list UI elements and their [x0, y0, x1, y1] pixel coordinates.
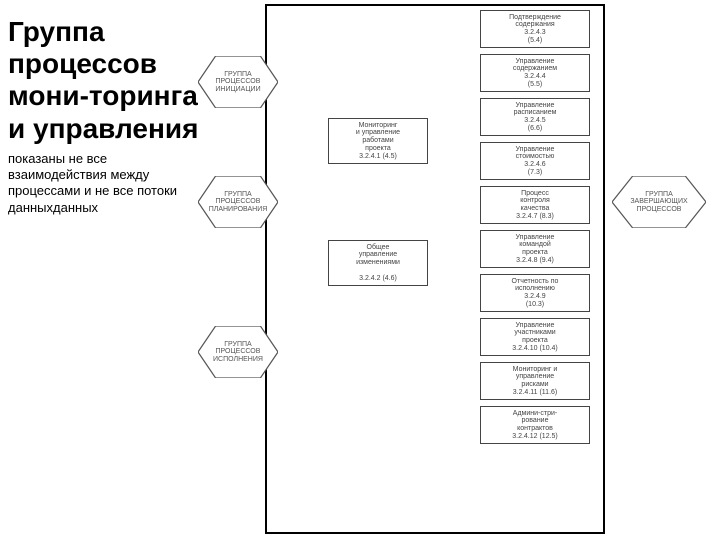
- arrow-execution: [198, 326, 278, 378]
- main-title: Группа процессов мони-торинга и управлен…: [8, 16, 208, 145]
- title-block: Группа процессов мони-торинга и управлен…: [8, 16, 208, 216]
- box-team-manage: Управлениекомандойпроекта3.2.4.8 (9.4): [480, 230, 590, 268]
- box-reporting: Отчетность поисполнению3.2.4.9(10.3): [480, 274, 590, 312]
- box-contracts: Админи-стри-рованиеконтрактов3.2.4.12 (1…: [480, 406, 590, 444]
- subtitle: показаны не все взаимодействия между про…: [8, 151, 208, 216]
- box-quality-control: Процессконтролякачества3.2.4.7 (8.3): [480, 186, 590, 224]
- box-scope-confirm: Подтверждениесодержания3.2.4.3(5.4): [480, 10, 590, 48]
- box-cost-manage: Управлениестоимостью3.2.4.6(7.3): [480, 142, 590, 180]
- box-monitoring-work: Мониторинги управлениеработамипроекта3.2…: [328, 118, 428, 164]
- box-overall-change: Общееуправлениеизменениями 3.2.4.2 (4.6): [328, 240, 428, 286]
- arrow-closing: [612, 176, 706, 228]
- box-scope-manage: Управлениесодержанием3.2.4.4(5.5): [480, 54, 590, 92]
- box-stakeholders: Управлениеучастникамипроекта3.2.4.10 (10…: [480, 318, 590, 356]
- box-schedule-manage: Управлениерасписанием3.2.4.5(6.6): [480, 98, 590, 136]
- box-risk-monitor: Мониторинг иуправлениерисками3.2.4.11 (1…: [480, 362, 590, 400]
- arrow-planning: [198, 176, 278, 228]
- arrow-initiation: [198, 56, 278, 108]
